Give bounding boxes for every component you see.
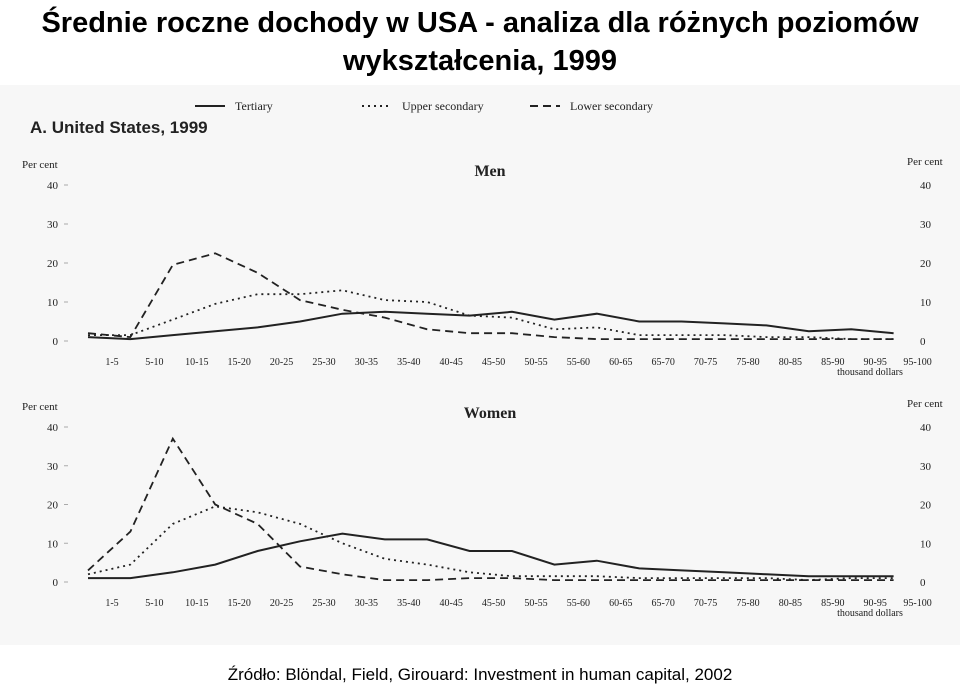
panel-label: A. United States, 1999 [30,118,208,137]
series-line [87,252,894,341]
x-tick-label: 95-100 [903,598,931,609]
y-tick-label: 0 [53,577,59,589]
x-tick-label: 75-80 [736,598,759,609]
x-tick-label: 55-60 [567,357,590,368]
slide-title: Średnie roczne dochody w USA - analiza d… [41,7,919,77]
source: Źródło: Blöndal, Field, Girouard: Invest… [228,665,733,684]
x-axis-label: thousand dollars [837,367,903,378]
x-tick-label: 25-30 [312,598,335,609]
x-tick-label: 70-75 [694,598,717,609]
x-tick-label: 80-85 [779,357,802,368]
y-tick-label: 0 [53,336,59,348]
x-tick-label: 80-85 [779,598,802,609]
x-tick-label: 5-10 [145,598,163,609]
legend-label: Upper secondary [402,99,484,113]
series-line [88,532,894,580]
x-tick-label: 20-25 [270,598,293,609]
x-tick-label: 35-40 [397,357,420,368]
y-tick-label: 20 [47,258,59,270]
x-tick-label: 1-5 [105,598,118,609]
x-tick-label: 75-80 [736,357,759,368]
x-tick-label: 90-95 [864,357,887,368]
y-tick-label: 30 [47,461,59,473]
series-line [87,505,894,582]
y2-tick-label: 30 [920,461,932,473]
y2-tick-label: 40 [920,422,932,434]
x-tick-label: 95-100 [903,357,931,368]
x-tick-label: 45-50 [482,598,505,609]
y2-tick-label: 0 [920,336,926,348]
x-tick-label: 10-15 [185,357,208,368]
x-tick-label: 15-20 [228,357,251,368]
series-line [87,310,894,341]
chart-title: Women [464,405,517,422]
y-tick-label: 10 [47,538,59,550]
x-tick-label: 60-65 [609,598,632,609]
y2-tick-label: 20 [920,500,932,512]
x-tick-label: 15-20 [228,598,251,609]
x-tick-label: 1-5 [105,357,118,368]
y2-tick-label: 10 [920,297,932,309]
y2-axis-label: Per cent [907,398,943,410]
y2-tick-label: 10 [920,538,932,550]
x-tick-label: 30-35 [355,357,378,368]
x-tick-label: 40-45 [440,598,463,609]
x-tick-label: 35-40 [397,598,420,609]
x-tick-label: 5-10 [145,357,163,368]
y-axis-label: Per cent [22,401,58,413]
x-tick-label: 90-95 [864,598,887,609]
y2-tick-label: 40 [920,180,932,192]
x-tick-label: 60-65 [609,357,632,368]
x-tick-label: 20-25 [270,357,293,368]
x-tick-label: 50-55 [524,598,547,609]
x-tick-label: 85-90 [821,598,844,609]
series-line [87,436,894,581]
x-tick-label: 85-90 [821,357,844,368]
y-tick-label: 40 [47,422,59,434]
y-tick-label: 30 [47,219,59,231]
legend-label: Lower secondary [570,99,653,113]
x-tick-label: 65-70 [652,357,675,368]
x-tick-label: 25-30 [312,357,335,368]
title-box: Średnie roczne dochody w USA - analiza d… [41,7,919,77]
y-tick-label: 10 [47,297,59,309]
x-tick-label: 10-15 [185,598,208,609]
x-tick-label: 45-50 [482,357,505,368]
y2-tick-label: 0 [920,577,926,589]
x-tick-label: 50-55 [524,357,547,368]
legend-label: Tertiary [235,99,273,113]
x-axis-label: thousand dollars [837,608,903,619]
y2-tick-label: 20 [920,258,932,270]
x-tick-label: 30-35 [355,598,378,609]
y-tick-label: 20 [47,500,59,512]
x-tick-label: 55-60 [567,598,590,609]
x-tick-label: 40-45 [440,357,463,368]
chart-title: Men [474,163,505,180]
x-tick-label: 70-75 [694,357,717,368]
y-axis-label: Per cent [22,159,58,171]
y-tick-label: 40 [47,180,59,192]
x-tick-label: 65-70 [652,598,675,609]
y2-tick-label: 30 [920,219,932,231]
y2-axis-label: Per cent [907,156,943,168]
